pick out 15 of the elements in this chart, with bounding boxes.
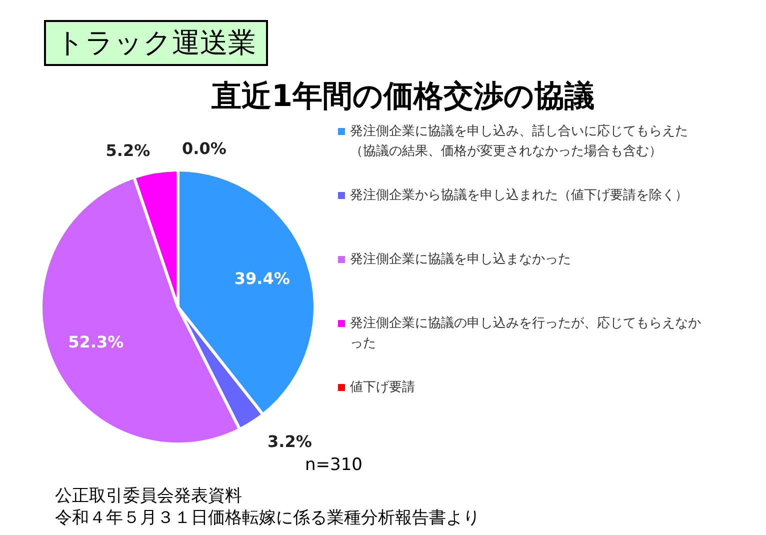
chart-subtitle: 直近1年間の価格交渉の協議 [210,78,596,116]
legend-label: 発注側企業から協議を申し込まれた（値下げ要請を除く） [350,188,688,203]
text: 0.0% [182,139,226,158]
data-label: 39.4% [234,268,290,288]
chart-title: トラック運送業 [44,20,268,66]
text: n=310 [305,455,362,475]
data-label: 52.3% [68,332,124,352]
text: 令和４年５月３１日価格転嫁に係る業種分析報告書より [55,507,480,529]
text: 公正取引委員会発表資料 [55,485,242,507]
legend-label: 発注側企業に協議を申し込まなかった [350,252,571,267]
data-label: 5.2% [106,141,150,160]
data-label: 3.2% [268,432,312,452]
legend-label: 値下げ要請 [350,380,415,395]
legend-label: 発注側企業に協議の申し込みを行ったが、応じてもらえなかった [350,316,701,351]
legend-label: 発注側企業に協議を申し込み、話し合いに応じてもらえた（協議の結果、価格が変更されなかった場合も含む） [350,124,688,159]
